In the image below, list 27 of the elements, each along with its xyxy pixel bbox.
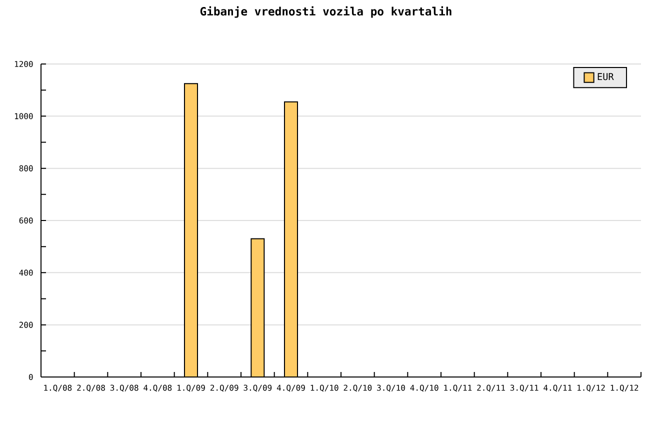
x-tick-label: 4.Q/08 [144,384,172,392]
y-tick-label: 600 [19,217,33,224]
x-tick-label: 2.Q/08 [77,384,105,392]
x-tick-label: 2.Q/11 [477,384,505,392]
x-tick-label: 1.Q/12 [578,384,605,392]
x-tick-label: 2.Q/09 [210,384,238,392]
y-tick-label: 400 [19,270,33,276]
y-tick-label: 1000 [14,113,33,120]
chart-title: Gibanje vrednosti vozila po kvartalih [200,6,452,18]
x-tick-label: 1.Q/10 [310,384,338,392]
x-tick-label: 3.Q/11 [510,384,538,392]
x-tick-label: 1.Q/11 [444,384,472,392]
x-tick-label: 1.Q/12 [610,384,638,392]
x-tick-label: 3.Q/10 [377,384,405,392]
x-tick-label: 1.Q/09 [178,384,205,392]
x-tick-label: 4.Q/10 [410,384,438,392]
x-tick-label: 2.Q/10 [344,384,372,392]
x-tick-label: 4.Q/11 [544,384,572,392]
y-tick-label: 0 [29,374,33,380]
y-tick-label: 800 [19,165,33,172]
x-tick-label: 1.Q/08 [44,384,72,392]
x-tick-label: 3.Q/08 [110,384,138,392]
y-tick-label: 200 [19,322,33,328]
x-tick-label: 4.Q/09 [276,384,305,392]
legend-label: EUR [598,73,614,80]
y-tick-label: 1200 [14,60,33,68]
x-tick-label: 3.Q/09 [244,384,272,392]
